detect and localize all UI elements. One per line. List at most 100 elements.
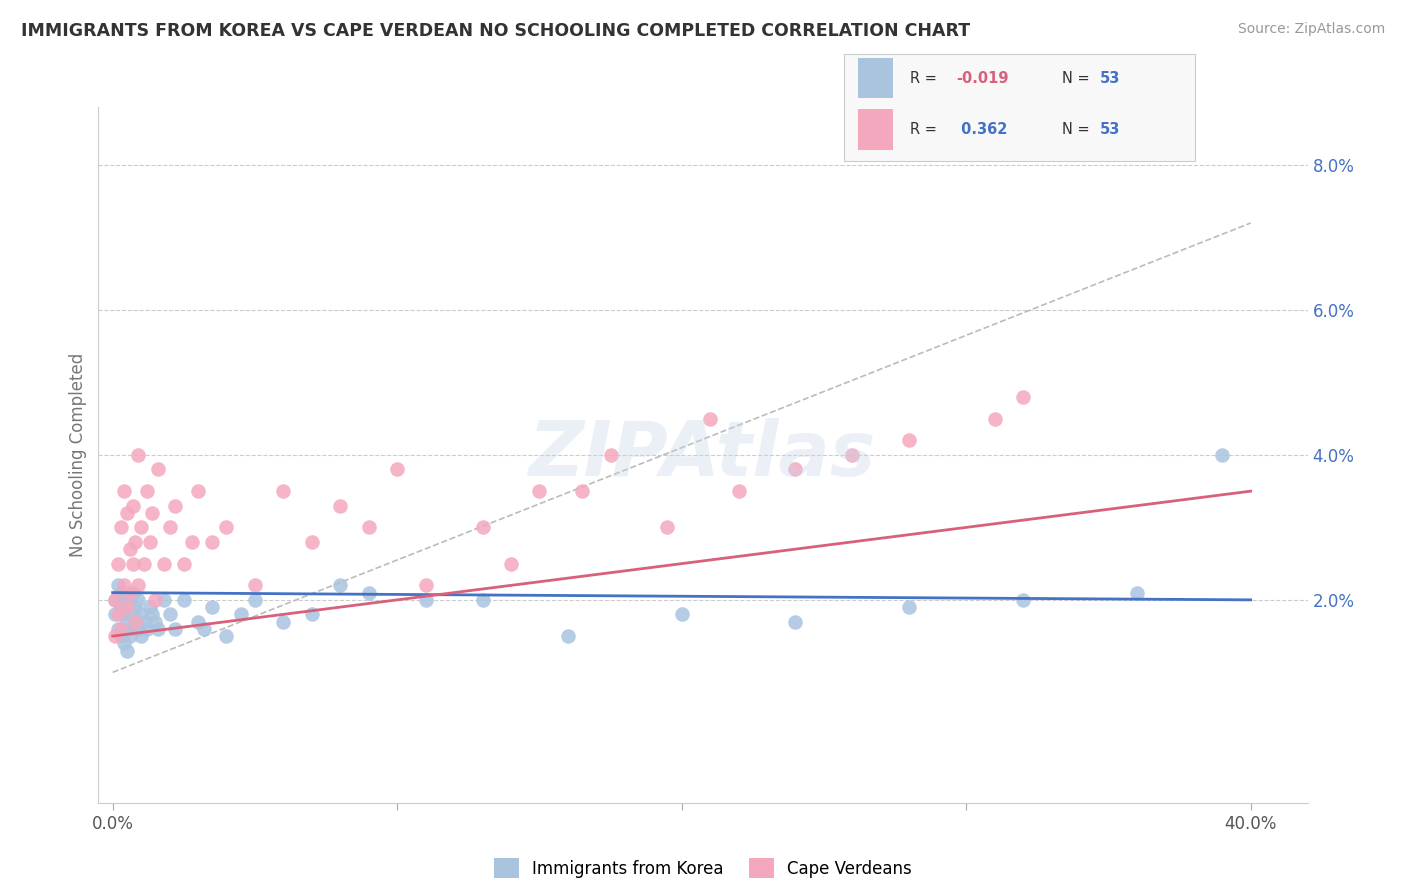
Point: [329, 578, 352, 592]
Text: 0.362: 0.362: [956, 122, 1008, 137]
Point: [471, 592, 494, 607]
Point: [385, 462, 408, 476]
Point: [104, 607, 127, 622]
Point: [215, 520, 238, 534]
Point: [124, 615, 146, 629]
Point: [112, 607, 135, 622]
Point: [104, 592, 127, 607]
Point: [243, 578, 266, 592]
Point: [165, 499, 187, 513]
Point: [301, 534, 323, 549]
Point: [557, 629, 579, 643]
Point: [898, 600, 921, 615]
Point: [153, 592, 176, 607]
Point: [115, 600, 138, 615]
Point: [110, 520, 132, 534]
Text: ZIPAtlas: ZIPAtlas: [529, 418, 877, 491]
Point: [107, 578, 129, 592]
Text: N =: N =: [1062, 70, 1094, 86]
Point: [127, 622, 149, 636]
Point: [132, 557, 155, 571]
Point: [138, 534, 160, 549]
Point: [110, 600, 132, 615]
Point: [499, 557, 522, 571]
Point: [983, 411, 1005, 425]
Point: [127, 448, 149, 462]
Point: [124, 615, 146, 629]
Y-axis label: No Schooling Completed: No Schooling Completed: [69, 353, 87, 557]
Point: [115, 615, 138, 629]
Point: [657, 520, 679, 534]
Point: [785, 615, 807, 629]
Point: [124, 534, 146, 549]
Point: [110, 585, 132, 599]
Point: [110, 622, 132, 636]
Point: [135, 484, 157, 499]
Point: [273, 615, 295, 629]
Point: [201, 534, 224, 549]
Bar: [858, 109, 893, 150]
Point: [173, 557, 195, 571]
Legend: Immigrants from Korea, Cape Verdeans: Immigrants from Korea, Cape Verdeans: [488, 851, 918, 885]
Point: [1012, 592, 1035, 607]
Point: [201, 600, 224, 615]
Point: [193, 622, 215, 636]
Point: [1012, 390, 1035, 404]
Point: [115, 600, 138, 615]
Text: R =: R =: [911, 122, 942, 137]
Point: [112, 636, 135, 650]
Point: [121, 585, 143, 599]
Text: 53: 53: [1099, 70, 1121, 86]
Point: [104, 629, 127, 643]
Point: [121, 557, 143, 571]
Point: [107, 622, 129, 636]
Point: [671, 607, 693, 622]
Point: [129, 629, 152, 643]
Point: [112, 578, 135, 592]
Point: [165, 622, 187, 636]
Point: [329, 499, 352, 513]
Point: [181, 534, 204, 549]
Point: [118, 592, 141, 607]
Point: [129, 607, 152, 622]
Point: [415, 592, 437, 607]
Point: [301, 607, 323, 622]
Point: [153, 557, 176, 571]
Point: [529, 484, 551, 499]
Point: [141, 607, 163, 622]
Point: [115, 643, 138, 657]
Point: [118, 542, 141, 557]
Point: [785, 462, 807, 476]
Point: [357, 520, 380, 534]
Text: Source: ZipAtlas.com: Source: ZipAtlas.com: [1237, 22, 1385, 37]
Point: [143, 592, 166, 607]
Point: [110, 629, 132, 643]
Point: [229, 607, 252, 622]
Point: [135, 622, 157, 636]
Point: [243, 592, 266, 607]
Bar: [858, 58, 893, 98]
Point: [143, 615, 166, 629]
Point: [571, 484, 593, 499]
Text: 53: 53: [1099, 122, 1121, 137]
Point: [898, 434, 921, 448]
Point: [129, 520, 152, 534]
Point: [118, 629, 141, 643]
Text: N =: N =: [1062, 122, 1094, 137]
Point: [415, 578, 437, 592]
Point: [112, 592, 135, 607]
Point: [104, 592, 127, 607]
Text: -0.019: -0.019: [956, 70, 1008, 86]
Text: IMMIGRANTS FROM KOREA VS CAPE VERDEAN NO SCHOOLING COMPLETED CORRELATION CHART: IMMIGRANTS FROM KOREA VS CAPE VERDEAN NO…: [21, 22, 970, 40]
Point: [112, 484, 135, 499]
Point: [215, 629, 238, 643]
Point: [173, 592, 195, 607]
Point: [141, 506, 163, 520]
Point: [118, 585, 141, 599]
Point: [187, 484, 209, 499]
Point: [1211, 448, 1233, 462]
Point: [159, 607, 181, 622]
Point: [357, 585, 380, 599]
Point: [146, 622, 169, 636]
Point: [187, 615, 209, 629]
